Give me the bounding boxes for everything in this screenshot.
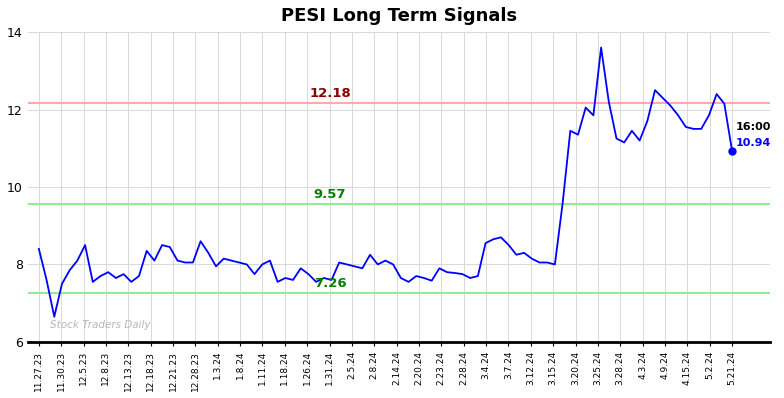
Text: 7.26: 7.26 [314, 277, 347, 290]
Text: Stock Traders Daily: Stock Traders Daily [50, 320, 151, 330]
Text: 16:00: 16:00 [735, 122, 771, 132]
Text: 10.94: 10.94 [735, 138, 771, 148]
Text: 12.18: 12.18 [309, 87, 351, 100]
Text: 9.57: 9.57 [314, 188, 347, 201]
Title: PESI Long Term Signals: PESI Long Term Signals [281, 7, 517, 25]
